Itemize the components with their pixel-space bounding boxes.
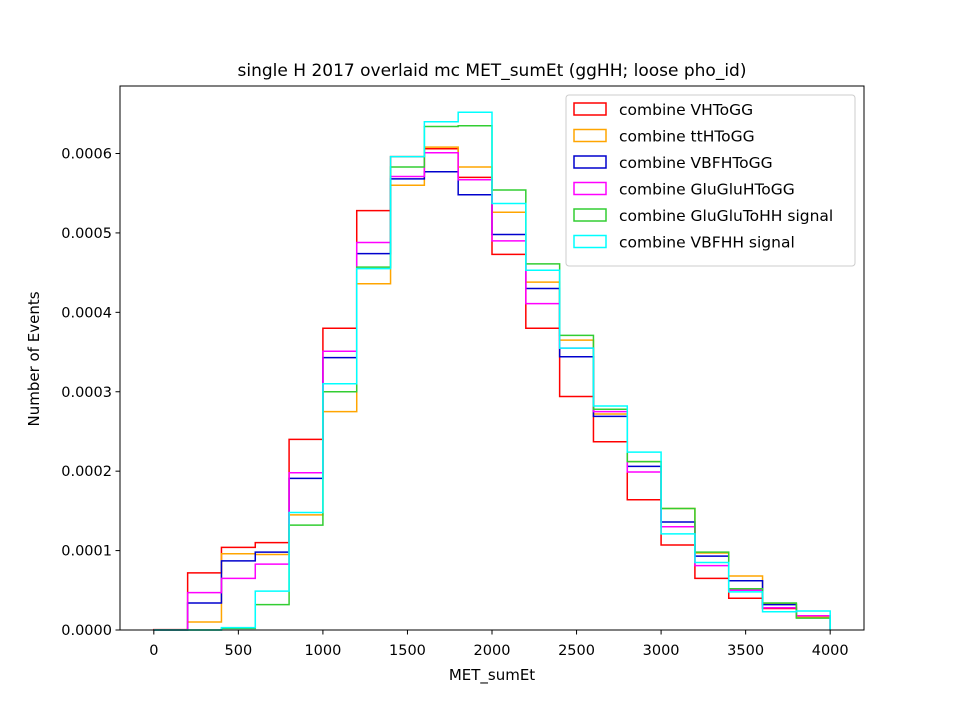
plot-series [153,111,831,631]
chart-title: single H 2017 overlaid mc MET_sumEt (ggH… [238,61,747,81]
y-axis-label: Number of Events [25,291,43,426]
legend-swatch-3 [573,155,607,169]
y-tick-label: 0.0003 [61,385,112,401]
legend-label-6: combine VBFHH signal [619,234,795,252]
y-tick-label: 0.0005 [61,226,112,242]
legend-label-3: combine VBFHToGG [619,154,773,172]
legend-label-1: combine VHToGG [619,101,753,119]
legend-swatch-1 [573,102,607,116]
x-tick-label: 3000 [643,643,680,659]
legend-label-4: combine GluGluHToGG [619,181,795,199]
legend-swatch-2 [573,128,607,143]
legend-swatch-5 [573,208,607,222]
legend-swatch-6 [573,234,607,249]
x-tick-label: 1000 [304,643,341,659]
y-tick-label: 0.0006 [61,147,112,163]
x-tick-label: 2000 [474,643,511,659]
legend-label-2: combine ttHToGG [619,128,755,146]
y-tick-label: 0.0000 [61,623,112,639]
x-tick-label: 2500 [558,643,595,659]
x-axis-label: MET_sumEt [449,666,535,685]
x-tick-label: 3500 [727,643,764,659]
y-axis-ticks: 0.0000 0.0001 0.0002 0.0003 0.0004 0.0005 0.00… [61,147,120,639]
x-tick-label: 0 [149,643,158,659]
legend: combine VHToGG combine ttHToGG combine VBF… [565,94,856,267]
y-tick-label: 0.0001 [61,544,112,560]
x-axis-ticks: 0 500 1000 1500 2000 2500 3000 3500 4000 [149,630,849,659]
legend-swatch-4 [573,181,607,196]
y-tick-label: 0.0002 [61,464,112,480]
y-tick-label: 0.0004 [61,305,112,321]
histogram-series-6 [153,111,831,631]
legend-box [565,94,856,267]
legend-label-5: combine GluGluToHH signal [619,207,833,225]
x-tick-label: 500 [225,643,253,659]
x-tick-label: 1500 [389,643,426,659]
x-tick-label: 4000 [812,643,849,659]
